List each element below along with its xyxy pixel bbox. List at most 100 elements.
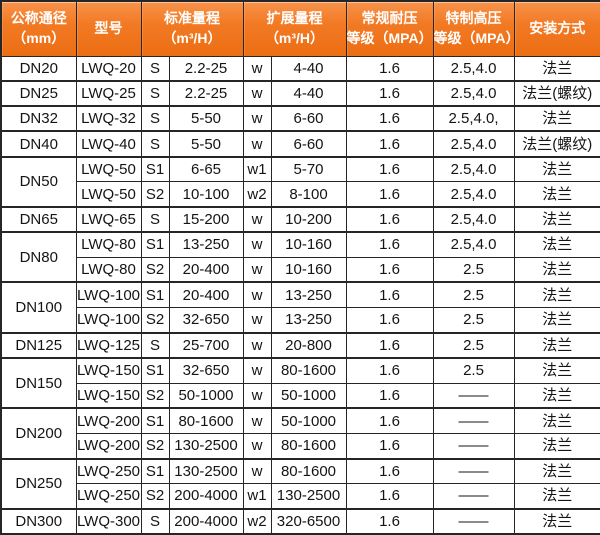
cell-std-code: S2 [140, 307, 170, 334]
column-header-model: 型号 [75, 0, 142, 57]
header-line: （mm） [12, 29, 66, 46]
cell-install-type: 法兰 [513, 205, 600, 233]
cell-ext-range: 50-1000 [270, 382, 347, 409]
table-row: DN150 LWQ-150 S1 32-650 w 80-1600 1.6 2.… [0, 356, 600, 409]
cell-std-range: 5-50 [168, 105, 244, 132]
header-line: 常规耐压 [361, 10, 418, 27]
cell-model: LWQ-65 [75, 205, 142, 233]
cell-model: LWQ-150 [75, 382, 142, 409]
cell-model: LWQ-250 [75, 457, 142, 485]
cell-ext-range: 80-1600 [270, 432, 347, 460]
cell-install-type: 法兰 [513, 356, 600, 384]
cell-std-range: 32-650 [168, 307, 244, 334]
cell-model: LWQ-50 [75, 181, 142, 208]
column-header-install-type: 安装方式 [513, 0, 600, 57]
cell-model: LWQ-200 [75, 432, 142, 460]
header-line: 等级（MPA） [346, 29, 433, 46]
cell-high-pressure-rating: 2.5 [432, 307, 515, 334]
cell-ext-code: w [242, 356, 272, 384]
cell-install-type: 法兰 [513, 231, 600, 258]
cell-nominal-diameter: DN200 [0, 407, 77, 460]
cell-pressure-rating: 1.6 [345, 356, 434, 384]
cell-model: LWQ-150 [75, 356, 142, 384]
cell-ext-code: w [242, 205, 272, 233]
table-row: LWQ-250 S2 200-4000 w1 130-2500 1.6 —— 法… [1, 483, 600, 510]
table-row: DN25 LWQ-25 S 2.2-25 w 4-40 1.6 2.5,4.0 … [0, 80, 600, 107]
cell-std-range: 5-50 [168, 130, 244, 158]
cell-ext-range: 80-1600 [270, 356, 347, 384]
cell-pressure-rating: 1.6 [345, 155, 434, 183]
table-body: DN20 LWQ-20 S 2.2-25 w 4-40 1.6 2.5,4.0 … [0, 55, 600, 535]
cell-install-type: 法兰 [513, 483, 600, 510]
cell-ext-range: 6-60 [270, 130, 347, 158]
cell-install-type: 法兰 [513, 507, 600, 535]
cell-ext-code: w2 [242, 181, 272, 208]
cell-ext-range: 8-100 [270, 181, 347, 208]
table-row: LWQ-200 S2 130-2500 w 80-1600 1.6 —— 法兰 [1, 432, 600, 460]
cell-ext-range: 4-40 [270, 80, 347, 107]
cell-std-range: 10-100 [168, 181, 244, 208]
cell-ext-code: w [242, 307, 272, 334]
cell-pressure-rating: 1.6 [345, 407, 434, 434]
cell-ext-code: w [242, 382, 272, 409]
cell-install-type: 法兰 [513, 331, 600, 359]
cell-install-type: 法兰 [513, 155, 600, 183]
cell-pressure-rating: 1.6 [345, 457, 434, 485]
cell-nominal-diameter: DN20 [0, 55, 77, 82]
cell-high-pressure-rating: 2.5,4.0 [432, 231, 515, 258]
table-row: LWQ-50 S2 10-100 w2 8-100 1.6 2.5,4.0 法兰 [1, 181, 600, 208]
cell-std-code: S [140, 80, 170, 107]
cell-model: LWQ-20 [75, 55, 142, 82]
cell-pressure-rating: 1.6 [345, 256, 434, 283]
cell-std-range: 20-400 [168, 281, 244, 309]
cell-ext-code: w [242, 256, 272, 283]
cell-std-code: S1 [140, 407, 170, 434]
table-row: DN32 LWQ-32 S 5-50 w 6-60 1.6 2.5,4.0, 法… [0, 105, 600, 132]
header-line: 扩展量程 [266, 10, 323, 27]
cell-model: LWQ-300 [75, 507, 142, 535]
cell-std-code: S [140, 331, 170, 359]
cell-high-pressure-rating: 2.5,4.0 [432, 80, 515, 107]
cell-install-type: 法兰 [513, 457, 600, 485]
column-header-nominal-diameter: 公称通径 （mm） [0, 0, 77, 57]
cell-std-range: 32-650 [168, 356, 244, 384]
cell-high-pressure-rating: 2.5,4.0 [432, 155, 515, 183]
cell-install-type: 法兰 [513, 407, 600, 434]
cell-ext-code: w1 [242, 483, 272, 510]
header-line: 等级（MPA） [433, 29, 514, 46]
header-line: 公称通径 [10, 10, 67, 27]
cell-install-type: 法兰 [513, 382, 600, 409]
cell-high-pressure-rating: —— [432, 483, 515, 510]
cell-std-code: S1 [140, 231, 170, 258]
cell-high-pressure-rating: —— [432, 432, 515, 460]
cell-install-type: 法兰 [513, 181, 600, 208]
cell-model: LWQ-50 [75, 155, 142, 183]
cell-nominal-diameter: DN25 [0, 80, 77, 107]
table-row: DN20 LWQ-20 S 2.2-25 w 4-40 1.6 2.5,4.0 … [0, 55, 600, 82]
cell-pressure-rating: 1.6 [345, 432, 434, 460]
cell-model: LWQ-100 [75, 307, 142, 334]
cell-ext-code: w1 [242, 155, 272, 183]
cell-model: LWQ-80 [75, 231, 142, 258]
cell-pressure-rating: 1.6 [345, 55, 434, 82]
cell-std-range: 130-2500 [168, 432, 244, 460]
table-row: LWQ-150 S2 50-1000 w 50-1000 1.6 —— 法兰 [1, 382, 600, 409]
table-row: DN50 LWQ-50 S1 6-65 w1 5-70 1.6 2.5,4.0 … [0, 155, 600, 208]
cell-pressure-rating: 1.6 [345, 483, 434, 510]
cell-std-code: S2 [140, 483, 170, 510]
table-header: 公称通径 （mm） 型号 标准量程 （m³/H） 扩展量程 （m³/H） 常规耐… [0, 0, 600, 57]
cell-ext-code: w [242, 457, 272, 485]
cell-high-pressure-rating: —— [432, 507, 515, 535]
cell-ext-range: 10-160 [270, 231, 347, 258]
cell-model: LWQ-32 [75, 105, 142, 132]
cell-install-type: 法兰 [513, 55, 600, 82]
cell-high-pressure-rating: 2.5 [432, 356, 515, 384]
cell-ext-range: 6-60 [270, 105, 347, 132]
cell-std-code: S2 [140, 256, 170, 283]
cell-model: LWQ-25 [75, 80, 142, 107]
header-line: 型号 [94, 19, 123, 36]
cell-nominal-diameter: DN150 [0, 356, 77, 409]
header-line: 特制高压 [445, 10, 502, 27]
cell-model: LWQ-125 [75, 331, 142, 359]
cell-pressure-rating: 1.6 [345, 80, 434, 107]
